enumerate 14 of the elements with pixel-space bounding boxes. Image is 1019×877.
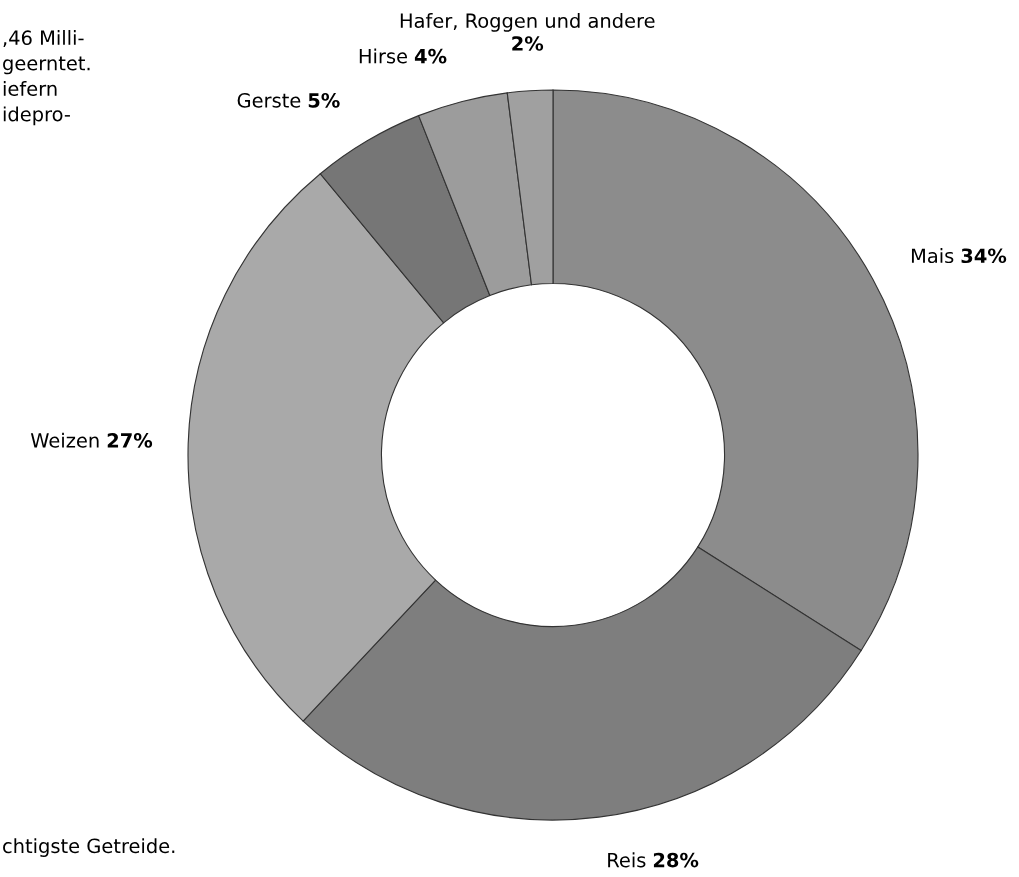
slice-label: Hirse (359, 48, 407, 64)
text: ,46 Milli- geerntet. iefern idepro- (3, 30, 90, 126)
data-label: 2% (512, 36, 544, 51)
text: chtigste Getreide. (3, 838, 175, 857)
slice-label: Weizen (30, 432, 99, 448)
data-label: 5% (308, 93, 340, 108)
slice-label: Gerste (237, 93, 301, 108)
slice-label: Hafer, Roggen und andere (400, 12, 655, 32)
slice-label: Mais (911, 248, 954, 264)
slice-label: Reis (608, 852, 646, 868)
data-label: 34% (961, 248, 1007, 264)
data-label: 27% (107, 433, 153, 448)
data-label: 28% (653, 852, 699, 868)
data-label: 4% (414, 48, 447, 64)
